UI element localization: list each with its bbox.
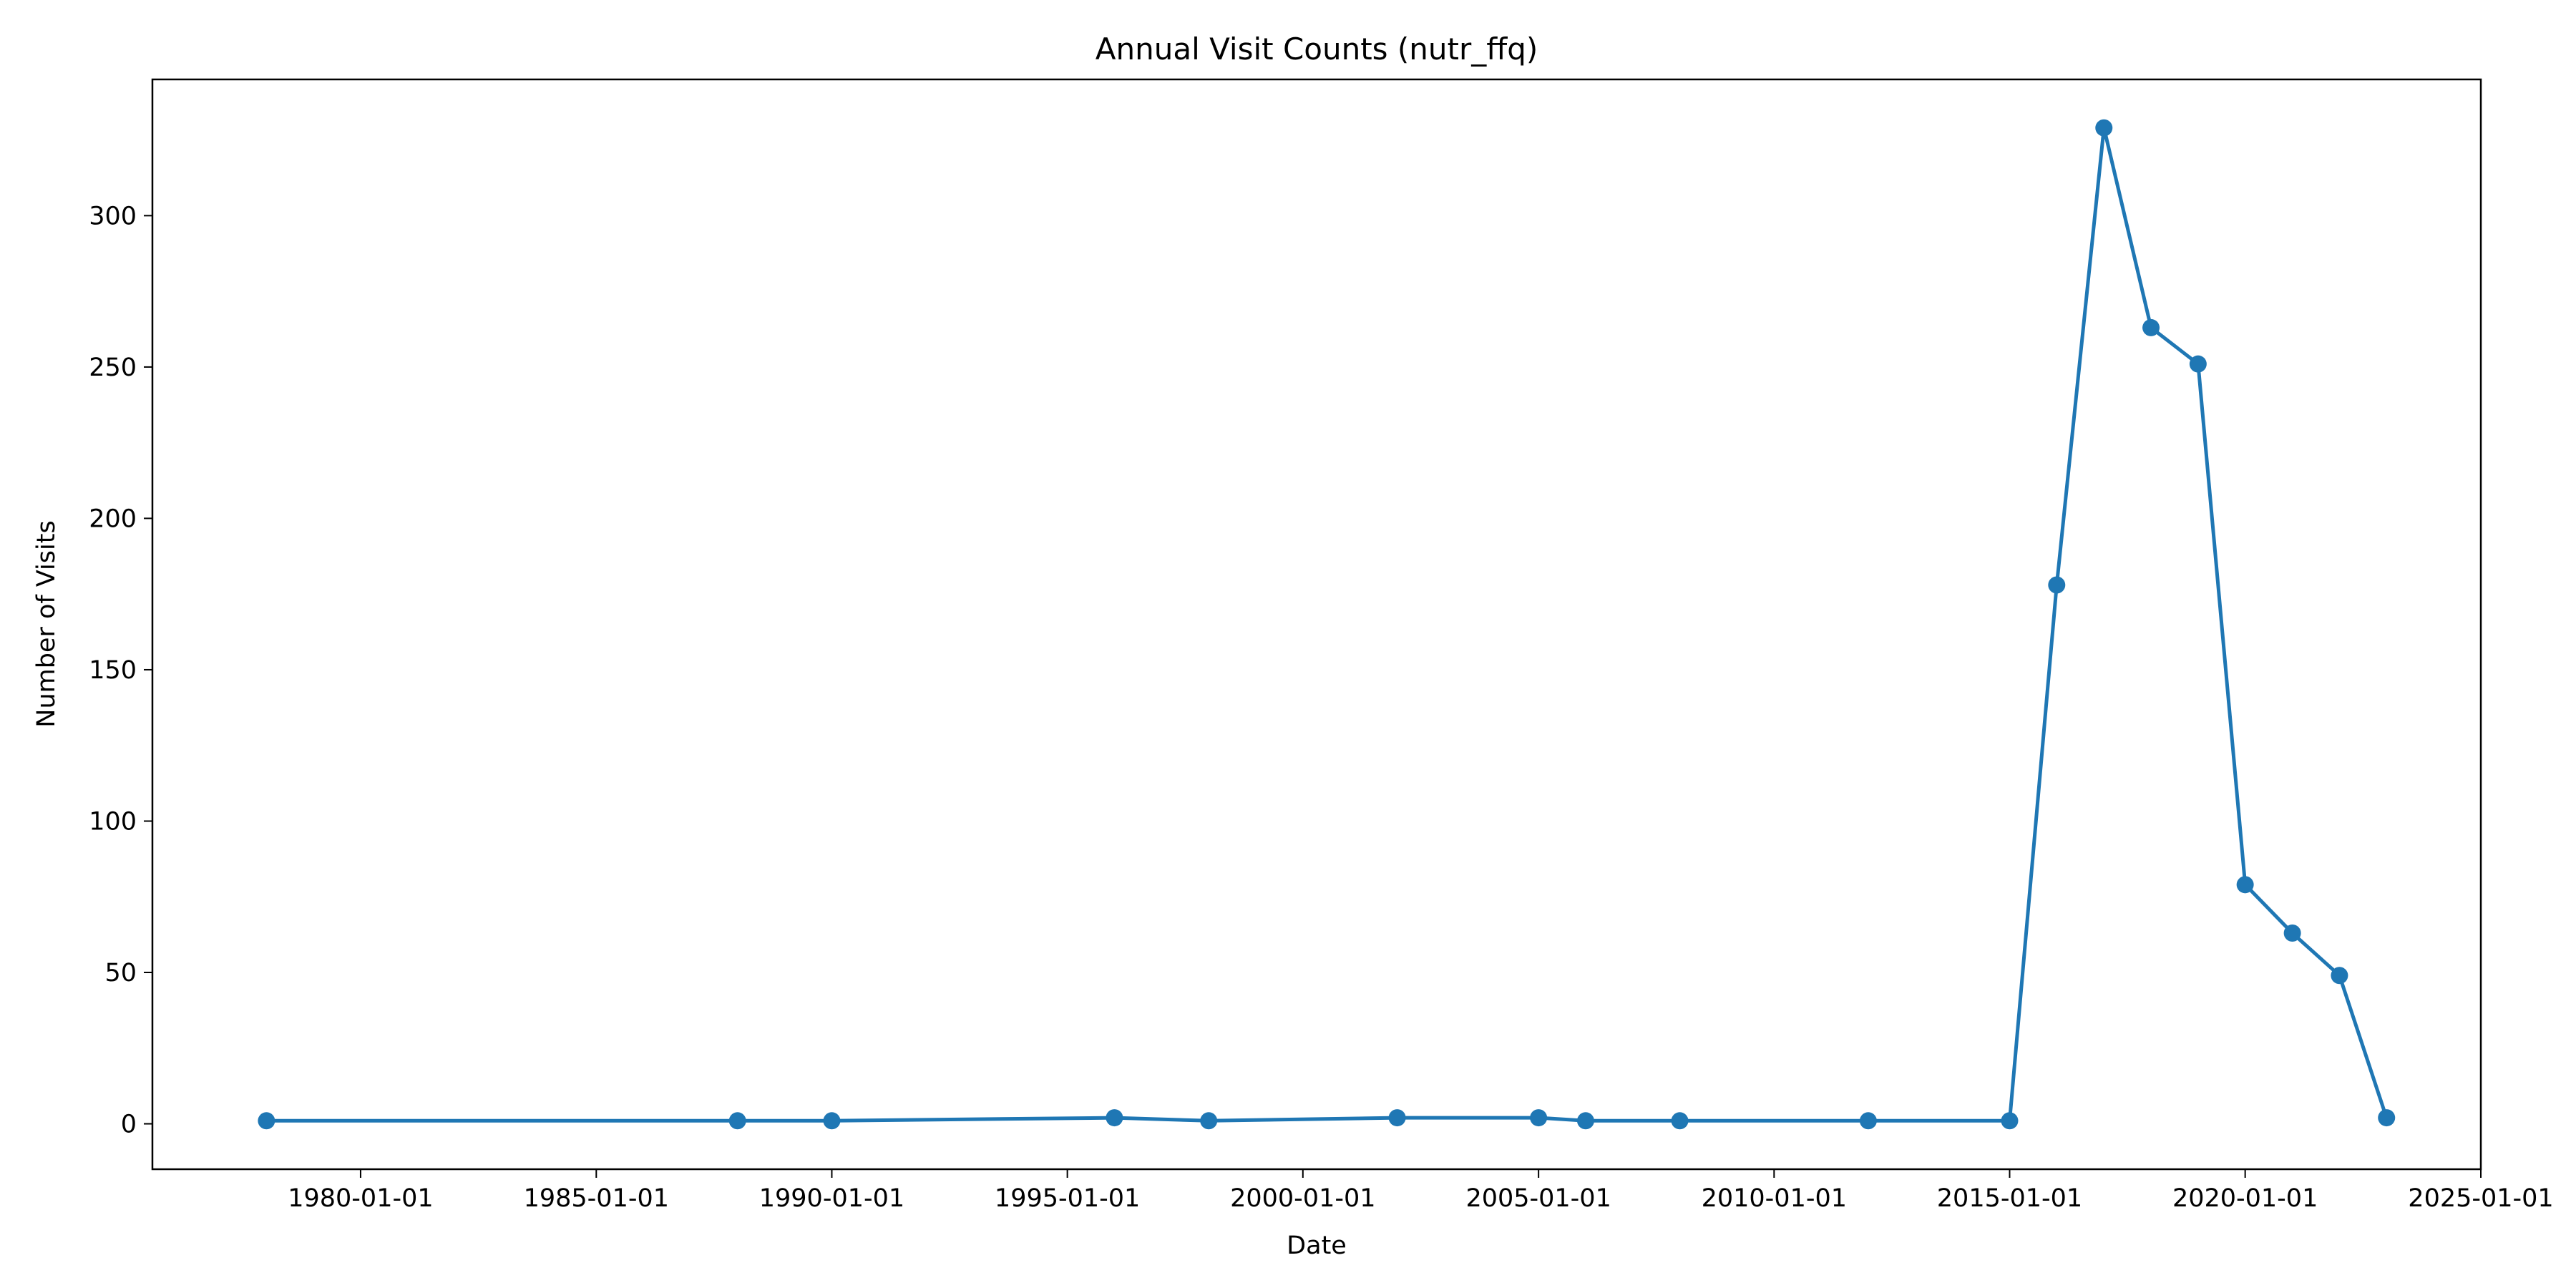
data-point [2189, 355, 2207, 373]
x-tick-label: 2005-01-01 [1465, 1184, 1611, 1213]
x-axis-ticks: 1980-01-01 1985-01-01 1990-01-01 1995-01-01… [288, 1169, 2554, 1213]
data-point [2331, 967, 2348, 985]
x-tick-label: 2015-01-01 [1937, 1184, 2082, 1213]
data-point [1530, 1109, 1548, 1127]
x-tick-label: 2020-01-01 [2172, 1184, 2318, 1213]
data-point [2048, 576, 2066, 594]
data-point [1859, 1112, 1877, 1130]
data-point [1671, 1112, 1689, 1130]
y-tick-label: 200 [89, 504, 137, 533]
x-tick-label: 1990-01-01 [759, 1184, 904, 1213]
data-point [2001, 1112, 2019, 1130]
data-point [1200, 1112, 1218, 1130]
x-tick-label: 2010-01-01 [1702, 1184, 1847, 1213]
data-point [1576, 1112, 1594, 1130]
data-point [258, 1112, 275, 1130]
x-axis-label: Date [1287, 1231, 1347, 1260]
x-tick-label: 1980-01-01 [288, 1184, 433, 1213]
data-point [1388, 1109, 1406, 1127]
series-layer [258, 119, 2396, 1130]
y-tick-label: 150 [89, 656, 137, 685]
data-point [1106, 1109, 1123, 1127]
x-tick-label: 2025-01-01 [2408, 1184, 2553, 1213]
chart-title: Annual Visit Counts (nutr_ffq) [1096, 31, 1538, 67]
x-tick-label: 2000-01-01 [1230, 1184, 1375, 1213]
y-tick-label: 300 [89, 202, 137, 230]
data-point [728, 1112, 746, 1130]
y-axis-label: Number of Visits [32, 520, 61, 727]
data-point [2142, 318, 2160, 336]
y-tick-label: 100 [89, 807, 137, 836]
y-tick-label: 50 [104, 959, 137, 987]
x-tick-label: 1995-01-01 [995, 1184, 1140, 1213]
x-tick-label: 1985-01-01 [524, 1184, 669, 1213]
y-tick-label: 250 [89, 353, 137, 382]
data-point [823, 1112, 841, 1130]
y-tick-label: 0 [121, 1111, 137, 1139]
plot-area-frame [151, 78, 2482, 1171]
data-point [2378, 1109, 2396, 1127]
data-point [2236, 876, 2254, 894]
data-point [2095, 119, 2113, 137]
y-axis-ticks: 0 50 100 150 200 250 300 [89, 202, 152, 1139]
data-point [2283, 924, 2301, 942]
